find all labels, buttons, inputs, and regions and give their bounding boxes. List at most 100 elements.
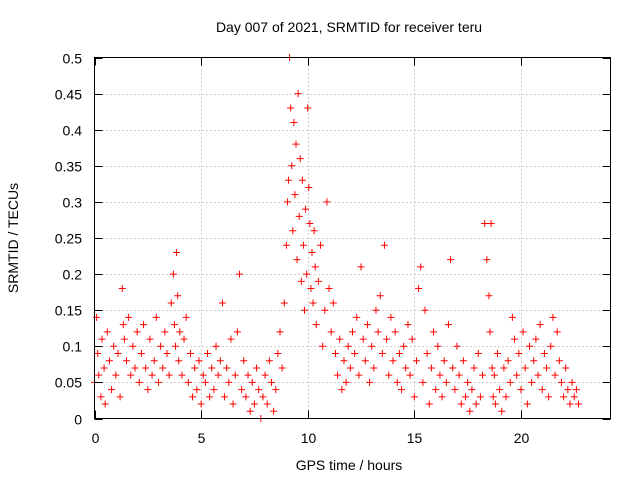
data-point xyxy=(174,292,182,300)
data-point xyxy=(250,400,258,408)
data-point xyxy=(311,263,319,271)
data-point xyxy=(223,364,231,372)
data-point xyxy=(294,90,302,98)
data-point xyxy=(116,393,124,401)
data-point xyxy=(112,371,120,379)
data-point xyxy=(545,393,553,401)
data-point xyxy=(455,371,463,379)
data-point xyxy=(144,386,152,394)
data-point xyxy=(368,342,376,350)
data-point xyxy=(165,371,173,379)
data-point xyxy=(319,342,327,350)
data-point xyxy=(408,335,416,343)
data-point xyxy=(97,393,105,401)
data-point xyxy=(142,364,150,372)
data-point xyxy=(299,241,307,249)
data-point xyxy=(265,357,273,365)
data-point xyxy=(398,386,406,394)
x-tick-label: 15 xyxy=(407,430,423,446)
data-point xyxy=(355,371,363,379)
data-point xyxy=(276,328,284,336)
data-point xyxy=(570,393,578,401)
data-point xyxy=(182,313,190,321)
data-point xyxy=(538,386,546,394)
data-point xyxy=(513,371,521,379)
data-point xyxy=(564,386,572,394)
data-point xyxy=(170,321,178,329)
data-point xyxy=(459,357,467,365)
data-point xyxy=(287,104,295,112)
data-point xyxy=(476,393,484,401)
data-point xyxy=(285,176,293,184)
data-point xyxy=(186,350,194,358)
data-point xyxy=(327,328,335,336)
data-point xyxy=(105,357,113,365)
data-point xyxy=(553,328,561,336)
data-point xyxy=(457,400,465,408)
data-point xyxy=(178,371,186,379)
data-point xyxy=(261,371,269,379)
x-tick-labels: 0 5 10 15 20 xyxy=(92,430,530,446)
y-tick-label: 0.05 xyxy=(55,375,82,391)
data-point xyxy=(240,357,248,365)
chart-title: Day 007 of 2021, SRMTID for receiver ter… xyxy=(216,19,482,35)
data-point xyxy=(204,350,212,358)
data-point xyxy=(167,299,175,307)
data-point xyxy=(302,205,310,213)
data-point xyxy=(125,313,133,321)
data-point xyxy=(395,350,403,358)
x-tick-label: 5 xyxy=(198,430,206,446)
data-point xyxy=(259,393,267,401)
data-point xyxy=(410,393,418,401)
x-tick-label: 10 xyxy=(301,430,317,446)
data-point xyxy=(427,364,435,372)
data-point xyxy=(357,263,365,271)
data-point xyxy=(173,248,181,256)
data-point xyxy=(214,371,222,379)
data-point xyxy=(474,350,482,358)
data-point xyxy=(148,371,156,379)
data-point xyxy=(496,386,504,394)
data-point xyxy=(253,364,261,372)
data-point xyxy=(110,342,118,350)
data-point xyxy=(402,364,410,372)
data-point xyxy=(534,371,542,379)
axis-ticks xyxy=(94,57,611,420)
data-point xyxy=(283,198,291,206)
data-point xyxy=(555,357,563,365)
data-point xyxy=(486,328,494,336)
data-point xyxy=(540,350,548,358)
data-point xyxy=(270,407,278,415)
data-point xyxy=(120,335,128,343)
data-point xyxy=(488,364,496,372)
data-point xyxy=(94,350,102,358)
data-point xyxy=(370,364,378,372)
data-point xyxy=(325,285,333,293)
data-point xyxy=(511,335,519,343)
data-point xyxy=(506,378,514,386)
data-point xyxy=(338,386,346,394)
data-point xyxy=(127,371,135,379)
data-point xyxy=(169,270,177,278)
data-point xyxy=(293,256,301,264)
data-point xyxy=(317,241,325,249)
data-point xyxy=(163,350,171,358)
data-point xyxy=(331,350,339,358)
data-point xyxy=(101,400,109,408)
data-point xyxy=(498,407,506,415)
data-point xyxy=(118,285,126,293)
data-point xyxy=(543,364,551,372)
data-point xyxy=(298,176,306,184)
data-point xyxy=(231,371,239,379)
data-point xyxy=(336,335,344,343)
y-axis-label: SRMTID / TECUs xyxy=(5,183,21,293)
data-point xyxy=(361,357,369,365)
data-point xyxy=(366,378,374,386)
data-point xyxy=(374,328,382,336)
data-point xyxy=(442,378,450,386)
data-point xyxy=(98,335,106,343)
data-point xyxy=(423,350,431,358)
data-point xyxy=(359,335,367,343)
y-tick-labels: 0 0.05 0.1 0.15 0.2 0.25 0.3 0.35 0.4 0.45 0.5 xyxy=(55,51,82,428)
